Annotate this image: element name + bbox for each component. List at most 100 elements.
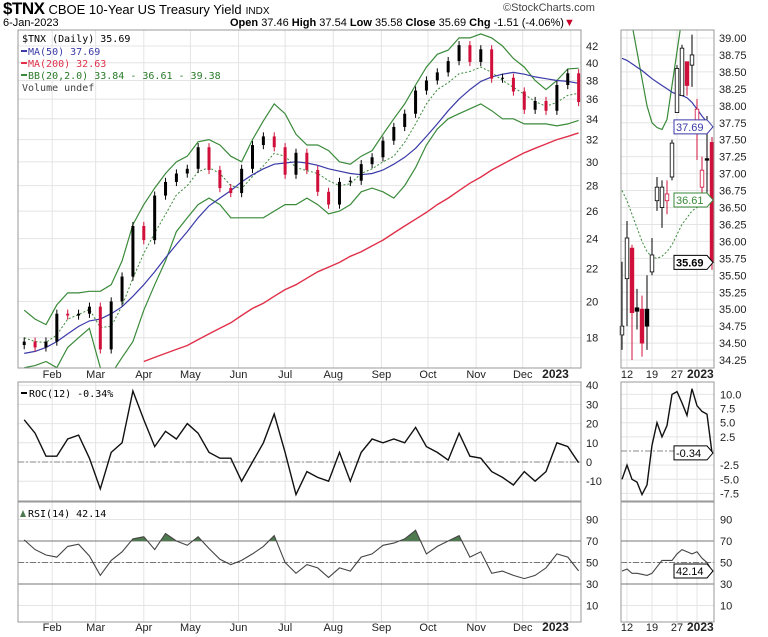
panel-frames: [17, 29, 715, 623]
price-y-tick-label: 38: [586, 75, 598, 87]
ticker-symbol: $TNX: [3, 0, 45, 18]
rsi-y-tick-label: 50: [586, 558, 598, 570]
x-tick-label: Dec: [513, 369, 533, 381]
price-candle: [33, 341, 37, 348]
zoom-roc-y-tick-label: 7.5: [720, 404, 735, 416]
price-candle: [566, 73, 570, 86]
roc-y-tick-label: 40: [586, 380, 598, 392]
change-label: Chg: [469, 17, 491, 29]
price-candle: [392, 126, 396, 141]
close-label: Close: [405, 17, 436, 29]
zoom-roc-y-tick-label: 10.0: [720, 389, 741, 401]
price-candle: [142, 226, 146, 241]
price-candle: [240, 168, 244, 194]
ma50-value-tag: 37.69: [676, 122, 704, 134]
zoom-candle: [649, 254, 655, 273]
zoom-x-tick-label: 2023: [687, 367, 714, 381]
price-candle: [511, 77, 515, 92]
price-candle: [446, 61, 450, 73]
zoom-roc-y-tick-label: -2.5: [720, 460, 739, 472]
close-value-tag: 35.69: [676, 257, 704, 269]
zoom-candle: [669, 142, 675, 178]
zoom-rsi-y-tick-label: 10: [720, 601, 732, 613]
price-y-tick-label: 24: [586, 234, 598, 246]
price-y-tick-label: 30: [586, 157, 598, 169]
down-arrow-icon: ▼: [563, 17, 575, 29]
price-candle: [435, 72, 439, 81]
zoom-candle: [629, 247, 635, 313]
price-candle: [261, 136, 265, 146]
zoom-roc-y-tick-label: 5.0: [720, 418, 735, 430]
zoom-x-tick-label: 12: [621, 622, 633, 634]
price-candle: [424, 80, 428, 91]
zoom-candle: [619, 325, 625, 336]
x-tick-label: Jul: [278, 622, 292, 634]
roc-value-tag: -0.34: [676, 448, 701, 460]
zoom-price-y-tick-label: 37.75: [719, 118, 747, 130]
price-y-tick-label: 40: [586, 58, 598, 70]
price-candle: [327, 191, 331, 205]
price-candle: [479, 49, 483, 62]
price-candle: [98, 306, 102, 350]
ohlc-summary: Open 37.46 High 37.54 Low 35.58 Close 35…: [230, 17, 575, 30]
x-tick-label: Feb: [43, 369, 62, 381]
zoom-price-y-tick-label: 37.00: [719, 169, 747, 181]
rsi-overbought-fill: [24, 530, 579, 541]
price-candle: [153, 195, 157, 241]
legend-ma50: MA(50) 37.69: [28, 47, 100, 58]
price-candle: [283, 147, 287, 175]
low-label: Low: [349, 17, 372, 29]
zoom-bb-upper-line: [632, 30, 681, 131]
legend-price: $TNX (Daily) 35.69: [22, 34, 130, 45]
zoom-price-y-tick-label: 34.25: [719, 355, 747, 367]
zoom-candle: [654, 186, 660, 202]
zoom-price-y-tick-label: 39.00: [719, 33, 747, 45]
price-candle: [544, 100, 548, 111]
price-candle: [381, 140, 385, 158]
panel-frame: [17, 29, 582, 369]
price-candle: [577, 73, 581, 103]
price-candle: [196, 147, 200, 169]
price-candle: [44, 341, 48, 348]
price-candle: [164, 181, 168, 196]
zoom-price-y-tick-label: 34.75: [719, 321, 747, 333]
zoom-price-y-tick-label: 37.25: [719, 152, 747, 164]
x-tick-label: Dec: [513, 622, 533, 634]
zoom-candle: [639, 308, 645, 344]
x-tick-label: May: [180, 369, 201, 381]
legend-rsi: RSI(14) 42.14: [28, 509, 106, 520]
low-value: 35.58: [374, 17, 403, 29]
zoom-price-y-tick-label: 36.50: [719, 203, 747, 215]
zoom-x-tick-label: 27: [671, 369, 683, 381]
zoom-rsi-y-tick-label: 90: [720, 515, 732, 527]
rsi-value-tag: 42.14: [676, 566, 704, 578]
rsi-y-tick-label: 10: [586, 601, 598, 613]
zoom-price-y-tick-label: 37.50: [719, 135, 747, 147]
legend-roc: ROC(12) -0.34%: [29, 389, 113, 400]
panel-frame: [620, 381, 715, 502]
panel-frame: [17, 501, 582, 623]
rsi-value-tag-box: [673, 563, 714, 579]
price-y-tick-label: 22: [586, 264, 598, 276]
high-label: High: [291, 17, 317, 29]
price-candle: [87, 306, 91, 314]
zoom-x-tick-label: 2023: [687, 620, 714, 634]
zoom-x-tick-label: 27: [671, 622, 683, 634]
price-candle: [272, 136, 276, 148]
price-y-tick-label: 32: [586, 135, 598, 147]
price-candle: [185, 168, 189, 174]
chart-date: 6-Jan-2023: [3, 17, 59, 29]
x-tick-label: Jul: [278, 369, 292, 381]
x-tick-label: May: [180, 622, 201, 634]
zoom-x-tick-label: 19: [646, 369, 658, 381]
zoom-candle: [634, 307, 640, 312]
zoom-rsi-line: [621, 548, 713, 576]
price-y-tick-label: 26: [586, 206, 598, 218]
zoom-price-y-tick-label: 35.50: [719, 270, 747, 282]
price-candle: [414, 90, 418, 114]
x-tick-label: Oct: [419, 369, 436, 381]
rsi-y-tick-label: 70: [586, 536, 598, 548]
price-y-tick-label: 20: [586, 296, 598, 308]
price-candle: [348, 180, 352, 182]
zoom-rsi-y-tick-label: 50: [720, 558, 732, 570]
